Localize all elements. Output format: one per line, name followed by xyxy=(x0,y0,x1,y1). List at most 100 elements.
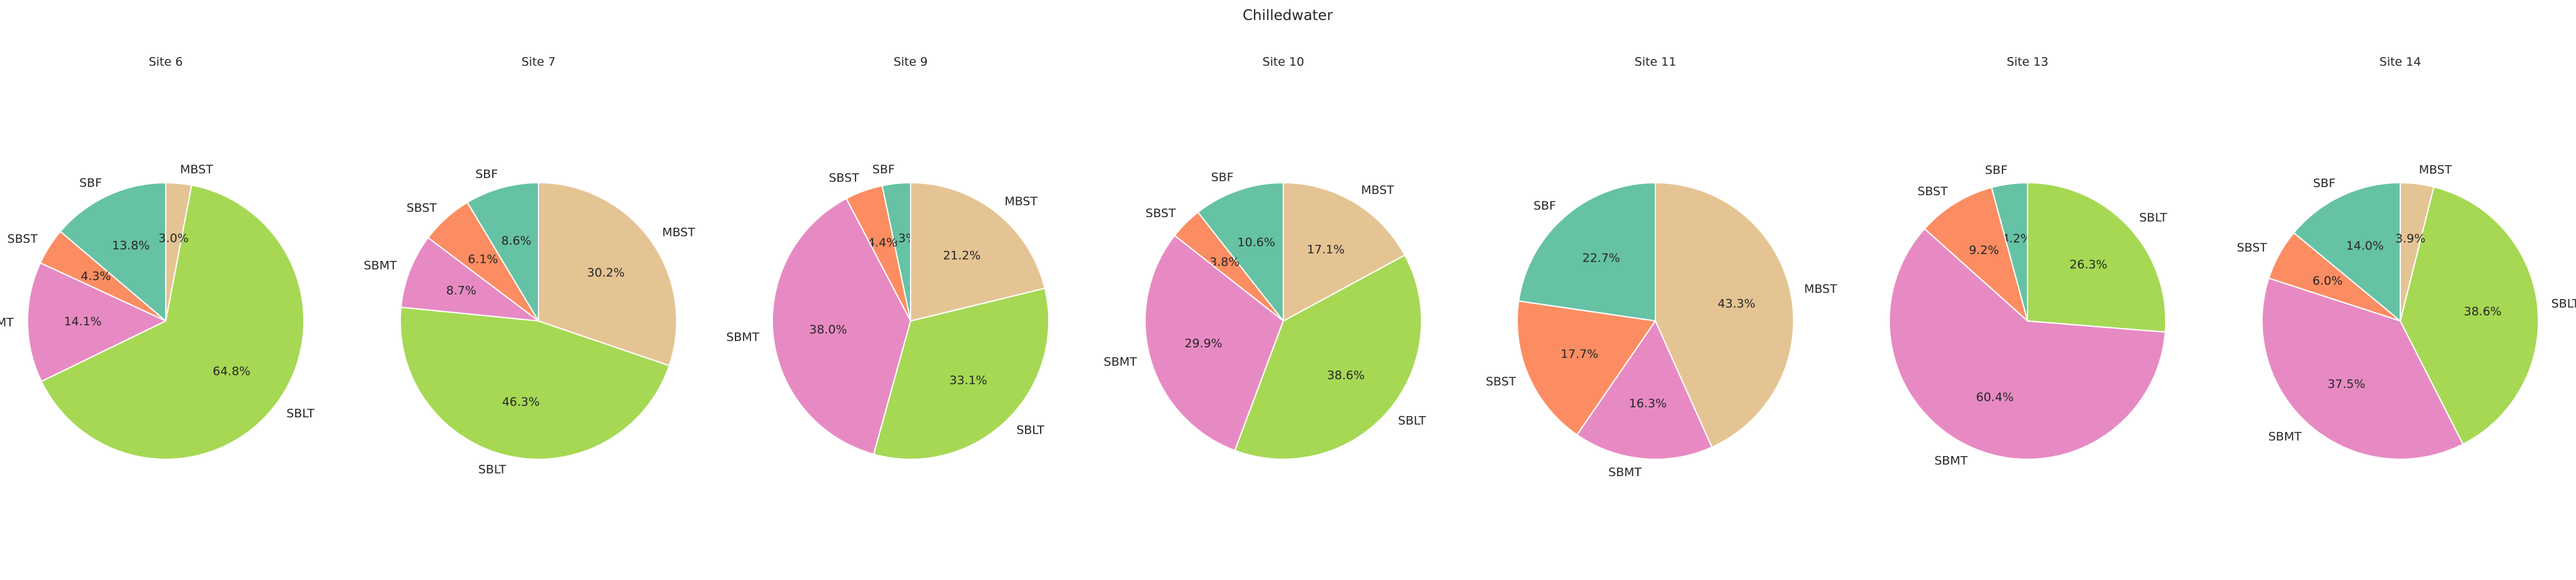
slice-label: SBF xyxy=(475,168,498,181)
pie-slice-sblt xyxy=(872,287,1049,460)
slice-percent-label: 37.5% xyxy=(2328,377,2365,391)
pie-slice-sblt xyxy=(40,184,305,460)
slice-label: SBF xyxy=(79,176,102,190)
slice-percent-label: 9.2% xyxy=(1969,243,1999,257)
slice-percent-label: 38.0% xyxy=(809,323,847,337)
slice-label: MBST xyxy=(1361,183,1394,197)
pie-4: Site 10 SBF 10.6% SBST 3.8% SBMT 29.9% SBLT 38.6… xyxy=(1104,55,1426,460)
slice-label: SBST xyxy=(8,232,38,246)
pie-title: Site 10 xyxy=(1263,55,1305,69)
slice-percent-label: 14.0% xyxy=(2346,239,2383,253)
pie-slice-mbst xyxy=(1655,181,1794,449)
pie-slice-sbf xyxy=(59,181,166,323)
slice-percent-label: 6.0% xyxy=(2313,274,2343,288)
pie-slice-sbmt xyxy=(400,237,541,322)
pie-slice-sbf xyxy=(1197,181,1284,323)
slice-label: SBMT xyxy=(1609,466,1642,479)
slice-label: SBST xyxy=(1917,185,1948,198)
slice-label: SBLT xyxy=(478,463,507,477)
pie-title: Site 7 xyxy=(522,55,556,69)
pie-slice-mbst xyxy=(2400,181,2435,322)
slice-label: MBST xyxy=(1004,195,1038,208)
slice-percent-label: 6.1% xyxy=(468,252,498,266)
slice-percent-label: 46.3% xyxy=(502,395,540,409)
slice-percent-label: 64.8% xyxy=(213,365,250,379)
pie-title: Site 13 xyxy=(2007,55,2049,69)
pie-slice-sbf xyxy=(1518,181,1656,322)
pie-title: Site 14 xyxy=(2380,55,2422,69)
slice-label: SBLT xyxy=(1398,414,1426,428)
slice-label: SBF xyxy=(2313,176,2335,190)
pie-title: Site 9 xyxy=(894,55,928,69)
slice-percent-label: 26.3% xyxy=(2069,258,2107,272)
slice-percent-label: 16.3% xyxy=(1629,397,1667,410)
slice-label: SBMT xyxy=(2268,430,2301,444)
slice-percent-label: 21.2% xyxy=(943,249,981,263)
pie-3: Site 9SBF3.3%SBST4.4%SBMT38.0%SBLT33.1%M… xyxy=(726,55,1049,460)
pie-slice-mbst xyxy=(910,181,1046,322)
pie-slice-sblt xyxy=(2399,186,2539,445)
slice-percent-label: 14.1% xyxy=(64,315,101,328)
pie-5: Site 11 SBF 22.7% SBST 17.7% SBMT 16.3% MBST 43.… xyxy=(1486,55,1837,479)
slice-percent-label: 3.0% xyxy=(158,231,188,245)
slice-percent-label: 4.4% xyxy=(867,236,897,250)
slice-percent-label: 17.7% xyxy=(1560,347,1598,361)
slice-percent-label: 17.1% xyxy=(1307,243,1345,257)
slice-label: SBMT xyxy=(363,259,397,273)
slice-label: SBST xyxy=(829,171,859,185)
slice-label: SBF xyxy=(1211,170,1233,184)
slice-label: SBLT xyxy=(1016,424,1044,437)
slice-label: SBF xyxy=(1533,199,1556,213)
pie-slice-mbst xyxy=(1283,181,1406,322)
pie-slice-sbmt xyxy=(27,262,168,382)
pie-7: Site 14 SBF 14.0% SBST 6.0% SBMT 37.5% SBLT 38.6… xyxy=(2237,55,2576,460)
pie-1: Site 6 SBF 13.8% SBST 4.3% SBMT 14.1% SBLT 64.8%… xyxy=(0,55,315,460)
slice-label: SBMT xyxy=(726,330,759,344)
pie-2: Site 7 SBF 8.6% SBST 6.1% SBMT 8.7% SBLT 46.3% MB… xyxy=(363,55,695,477)
pie-title: Site 11 xyxy=(1635,55,1677,69)
slice-percent-label: 38.6% xyxy=(2464,305,2502,318)
slice-percent-label: 38.6% xyxy=(1327,369,1365,382)
slice-percent-label: 43.3% xyxy=(1718,297,1755,310)
slice-label: SBMT xyxy=(1934,454,1967,467)
pie-slice-sbmt xyxy=(1144,235,1285,452)
slice-label: MBST xyxy=(2419,163,2452,177)
pie-slice-sbmt xyxy=(1889,228,2166,460)
slice-label: SBST xyxy=(1146,206,1176,220)
slice-label: MBST xyxy=(662,226,695,240)
pie-slice-sblt xyxy=(400,307,670,460)
slice-label: SBST xyxy=(407,201,437,215)
pie-slice-sblt xyxy=(1234,254,1423,460)
slice-label: SBLT xyxy=(2552,297,2576,311)
slice-label: SBF xyxy=(872,163,895,176)
slice-label: SBST xyxy=(1486,375,1517,389)
slice-percent-label: 3.9% xyxy=(2395,231,2425,245)
figure-title: Chilledwater xyxy=(1243,8,1333,24)
slice-percent-label: 33.1% xyxy=(949,374,987,387)
pie-slice-sblt xyxy=(2027,181,2166,333)
slice-label: SBLT xyxy=(286,407,315,420)
slice-label: SBST xyxy=(2237,241,2268,255)
slice-label: MBST xyxy=(1804,282,1837,296)
slice-percent-label: 13.8% xyxy=(112,239,149,253)
pie-slice-sbf xyxy=(466,181,539,323)
slice-label: SBLT xyxy=(2139,211,2168,225)
slice-percent-label: 8.7% xyxy=(446,284,476,298)
pie-slice-mbst xyxy=(165,181,193,322)
pie-title: Site 6 xyxy=(149,55,183,69)
slice-percent-label: 22.7% xyxy=(1582,252,1620,265)
slice-percent-label: 4.3% xyxy=(81,270,111,283)
pie-slice-sbst xyxy=(1517,300,1657,436)
slice-percent-label: 29.9% xyxy=(1184,337,1222,350)
pie-slice-sbmt xyxy=(2261,277,2464,460)
slice-label: SBF xyxy=(1985,163,2008,177)
pie-slice-sbst xyxy=(1923,186,2029,323)
slice-percent-label: 3.8% xyxy=(1210,255,1240,269)
pie-slice-sbmt xyxy=(1576,319,1713,460)
slice-percent-label: 10.6% xyxy=(1238,236,1275,250)
pie-slice-mbst xyxy=(538,181,677,367)
slice-label: SBMT xyxy=(1104,355,1137,369)
slice-percent-label: 30.2% xyxy=(587,266,625,280)
slice-label: SBMT xyxy=(0,315,14,329)
